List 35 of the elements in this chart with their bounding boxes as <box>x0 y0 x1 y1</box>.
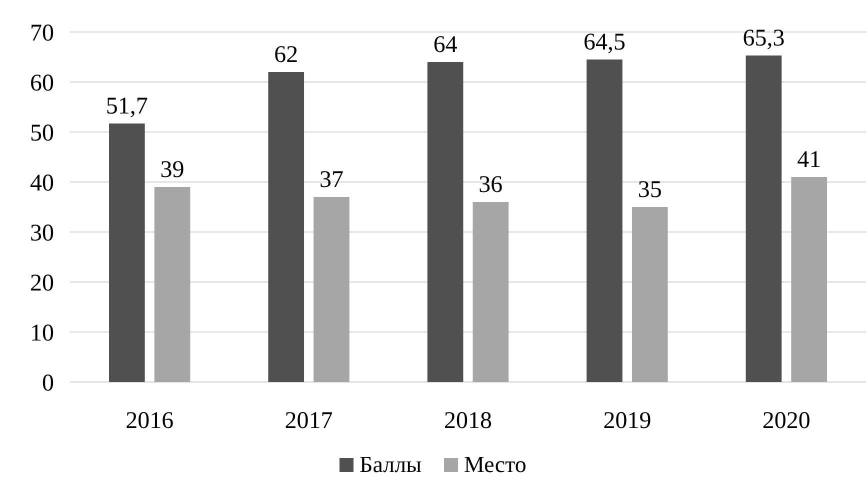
data-label: 35 <box>638 177 662 203</box>
y-tick-label: 0 <box>42 370 54 396</box>
bar <box>154 187 190 382</box>
x-tick-label: 2019 <box>603 408 652 434</box>
legend-label: Место <box>464 452 526 477</box>
x-tick-label: 2016 <box>126 408 174 434</box>
x-tick-label: 2020 <box>762 408 810 434</box>
y-tick-label: 20 <box>30 270 54 296</box>
bar <box>427 62 464 382</box>
y-tick-label: 10 <box>30 320 54 346</box>
data-label: 51,7 <box>106 94 148 120</box>
bar <box>268 72 304 382</box>
data-label: 39 <box>160 157 184 183</box>
data-label: 62 <box>274 42 298 68</box>
data-label: 65,3 <box>742 26 785 52</box>
data-label: 37 <box>319 167 344 193</box>
data-label: 64,5 <box>584 30 626 56</box>
bar <box>746 56 782 382</box>
y-tick-label: 50 <box>30 120 54 146</box>
x-tick-label: 2017 <box>284 408 333 434</box>
y-tick-label: 60 <box>30 70 54 96</box>
bar <box>791 177 827 382</box>
bar <box>632 207 668 382</box>
data-label: 36 <box>478 172 503 198</box>
bar <box>109 124 145 382</box>
data-label: 41 <box>797 147 822 173</box>
bar <box>314 197 350 382</box>
bar <box>586 60 622 382</box>
x-tick-label: 2018 <box>444 408 492 434</box>
y-tick-label: 40 <box>30 170 54 196</box>
bar <box>472 202 509 382</box>
y-tick-label: 70 <box>30 20 54 46</box>
data-label: 64 <box>433 32 458 58</box>
y-tick-label: 30 <box>30 220 54 246</box>
legend-label: Баллы <box>360 452 422 477</box>
